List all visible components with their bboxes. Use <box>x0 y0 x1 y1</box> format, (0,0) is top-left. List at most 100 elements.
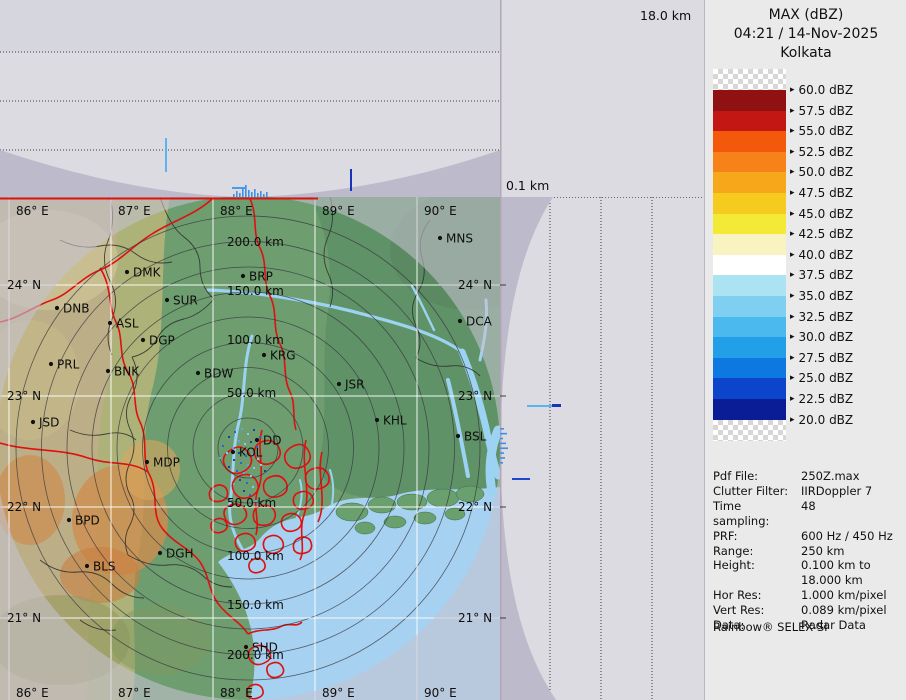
info-label: Height: <box>713 558 801 573</box>
latitude-label: 22° N <box>7 500 41 514</box>
legend-value-label: ▸35.0 dBZ <box>790 289 853 303</box>
legend-arrow-icon: ▸ <box>790 126 795 136</box>
station-dot <box>458 319 462 323</box>
info-row: Range:250 km <box>713 544 905 559</box>
echo-column <box>350 169 352 191</box>
station-label: BPD <box>75 514 100 528</box>
legend-value-text: 27.5 dBZ <box>799 351 854 365</box>
radar-echo-speck <box>238 452 240 454</box>
legend-panel: MAX (dBZ) 04:21 / 14-Nov-2025 Kolkata ▸6… <box>704 0 906 700</box>
info-value: 48 <box>801 499 905 529</box>
legend-value-label: ▸ 40.0 dBZ <box>790 248 853 262</box>
legend-arrow-icon: ▸ <box>790 147 795 157</box>
legend-swatch <box>713 234 786 255</box>
radar-echo-speck <box>238 440 240 442</box>
station-dot <box>108 321 112 325</box>
info-label <box>713 573 801 588</box>
top-height-panel <box>0 0 500 197</box>
height-axis-min-label: 0.1 km <box>506 178 549 193</box>
station-label: BNK <box>114 365 140 379</box>
height-axis-max-label: 18.0 km <box>640 8 691 23</box>
legend-value-label: ▸45.0 dBZ <box>790 207 853 221</box>
radar-echo-speck <box>259 436 261 438</box>
station-dot <box>231 450 235 454</box>
info-label: Range: <box>713 544 801 559</box>
echo-bar <box>245 185 247 197</box>
top-panel-upper-band <box>0 0 500 52</box>
info-label: Vert Res: <box>713 603 801 618</box>
longitude-label: 89° E <box>322 204 355 218</box>
info-row: Hor Res:1.000 km/pixel <box>713 588 905 603</box>
echo-column <box>165 138 167 172</box>
radar-echo-speck <box>243 472 245 474</box>
legend-value-text: 42.5 dBZ <box>799 227 854 241</box>
range-ring-label: 50.0 km <box>227 386 276 400</box>
station-label: BLS <box>93 560 116 574</box>
legend-value-label: ▸60.0 dBZ <box>790 83 853 97</box>
latitude-label: 24° N <box>458 278 492 292</box>
station-dot <box>438 236 442 240</box>
station-dot <box>67 518 71 522</box>
legend-arrow-icon: ▸ <box>790 250 795 260</box>
latitude-label: 22° N <box>458 500 492 514</box>
station-label: DNB <box>63 302 89 316</box>
latitude-label: 21° N <box>458 611 492 625</box>
station-dot <box>145 460 149 464</box>
radar-echo-speck <box>245 455 247 457</box>
latitude-label: 21° N <box>7 611 41 625</box>
echo-bar <box>500 447 508 449</box>
radar-echo-speck <box>256 446 258 448</box>
radar-echo-speck <box>253 467 255 469</box>
station-dot <box>337 382 341 386</box>
station-dot <box>85 564 89 568</box>
legend-value-label: ▸25.0 dBZ <box>790 371 853 385</box>
legend-swatch <box>713 255 786 276</box>
legend-arrow-icon: ▸ <box>790 106 795 116</box>
station-label: DCA <box>466 315 493 329</box>
radar-echo-speck <box>240 462 242 464</box>
info-value: 0.089 km/pixel <box>801 603 905 618</box>
legend-value-label: ▸ 32.5 dBZ <box>790 310 853 324</box>
station-dot <box>255 438 259 442</box>
legend-arrow-icon: ▸ <box>790 312 795 322</box>
legend-value-text: 20.0 dBZ <box>799 413 854 427</box>
longitude-label: 90° E <box>424 204 457 218</box>
echo-row <box>552 404 561 407</box>
info-label: PRF: <box>713 529 801 544</box>
station-label: SHD <box>252 641 278 655</box>
legend-value-text: 52.5 dBZ <box>799 145 854 159</box>
longitude-label: 89° E <box>322 686 355 700</box>
station-dot <box>31 420 35 424</box>
radar-echo-speck <box>219 457 221 459</box>
info-label: Time sampling: <box>713 499 801 529</box>
radar-echo-speck <box>233 459 235 461</box>
legend-value-text: 40.0 dBZ <box>799 248 854 262</box>
echo-bar <box>254 189 256 197</box>
echo-dash <box>232 187 246 189</box>
legend-arrow-icon: ▸ <box>790 270 795 280</box>
radar-echo-speck <box>257 458 259 460</box>
legend-value-text: 60.0 dBZ <box>799 83 854 97</box>
radar-echo-speck <box>233 483 235 485</box>
radar-echo-speck <box>247 464 249 466</box>
product-title: MAX (dBZ) <box>705 6 906 25</box>
legend-value-text: 32.5 dBZ <box>799 310 854 324</box>
station-dot <box>55 306 59 310</box>
station-label: JSD <box>38 416 59 430</box>
longitude-label: 87° E <box>118 686 151 700</box>
station-dot <box>125 270 129 274</box>
latitude-label: 23° N <box>458 389 492 403</box>
legend-value-label: ▸ 52.5 dBZ <box>790 145 853 159</box>
legend-swatch-transparent-low <box>713 420 786 441</box>
info-row: Pdf File:250Z.max <box>713 469 905 484</box>
info-value: IIRDoppler 7 <box>801 484 905 499</box>
latitude-label: 23° N <box>7 389 41 403</box>
radar-echo-speck <box>255 500 257 502</box>
info-row: Time sampling:48 <box>713 499 905 529</box>
station-dot <box>375 418 379 422</box>
legend-swatch <box>713 296 786 317</box>
legend-value-text: 50.0 dBZ <box>799 165 854 179</box>
top-height-panel-canvas <box>0 0 500 197</box>
info-label: Hor Res: <box>713 588 801 603</box>
legend-value-text: 35.0 dBZ <box>799 289 854 303</box>
